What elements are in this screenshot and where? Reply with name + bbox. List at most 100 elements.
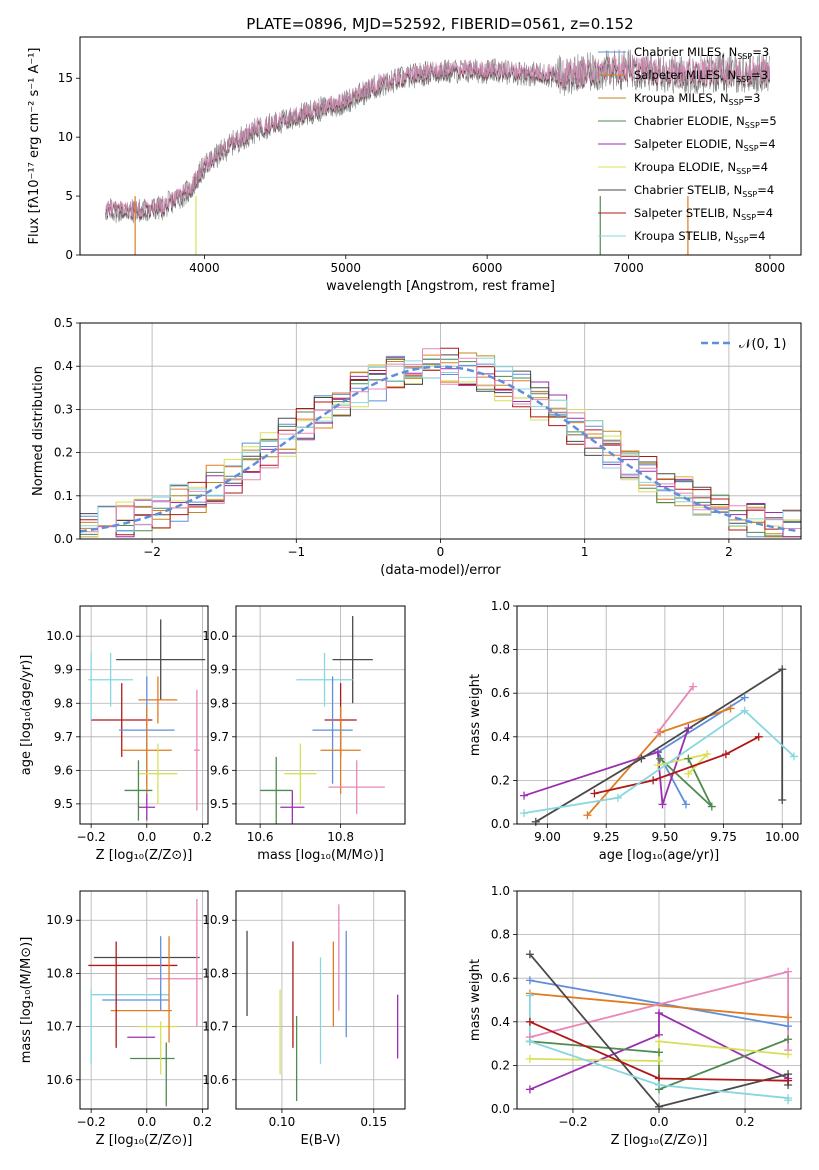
axes-frame	[79, 890, 209, 1110]
x-tick-label: 10.00	[765, 830, 799, 844]
y-tick-label: 0.0	[491, 817, 510, 831]
plot-area	[88, 619, 206, 821]
weight-marker	[525, 1085, 534, 1094]
x-tick-label: 5000	[331, 261, 362, 275]
y-tick-label: 9.5	[54, 797, 73, 811]
weight-series-line	[659, 757, 713, 808]
legend-label: Kroupa STELIB, NSSP=4	[634, 229, 765, 245]
y-tick-label: 0.5	[54, 316, 73, 330]
weight-marker	[784, 1013, 793, 1022]
x-tick-label: 0.15	[360, 1115, 387, 1129]
weight-marker	[653, 748, 662, 757]
y-tick-label: 0.2	[491, 1058, 510, 1072]
weight-marker	[784, 1022, 793, 1031]
legend-label: Chabrier MILES, NSSP=3	[634, 45, 769, 61]
weight-marker	[520, 791, 529, 800]
plot-area	[80, 347, 801, 538]
weight-marker	[525, 976, 534, 985]
panel-residuals: −2 −1 0 1 2 0.0 0.1 0.2 0.3 0.4 0.5 (data-model)/er…	[31, 316, 802, 578]
weight-marker	[789, 752, 798, 761]
weight-series-line	[529, 1038, 789, 1091]
x-tick-label: 9.00	[534, 830, 561, 844]
x-tick-label: 0.2	[193, 1115, 212, 1129]
legend-label: Chabrier STELIB, NSSP=4	[634, 183, 774, 199]
axes-frame	[79, 605, 209, 825]
y-tick-label: 9.7	[54, 730, 73, 744]
legend-label: Salpeter STELIB, NSSP=4	[634, 206, 773, 222]
legend: Chabrier MILES, NSSP=3 Salpeter MILES, NS…	[598, 45, 777, 245]
normal-reference-curve	[80, 365, 799, 533]
panel-mass_vs_EBV: 0.10 0.15 10.6 10.7 10.8 10.9 E(B-V)	[202, 890, 406, 1148]
plot-area	[260, 616, 385, 824]
y-tick-label: 15	[58, 71, 73, 85]
x-axis-label: Z [log₁₀(Z/Z⊙)]	[611, 1133, 708, 1148]
y-tick-label: 10.7	[46, 1020, 73, 1034]
y-tick-label: 10.8	[46, 966, 73, 980]
weight-marker	[784, 1035, 793, 1044]
y-tick-label: 9.5	[210, 797, 229, 811]
x-tick-label: 0.0	[137, 1115, 156, 1129]
y-tick-label: 5	[65, 189, 73, 203]
weight-marker	[721, 750, 730, 759]
x-tick-label: 1	[581, 545, 589, 559]
y-tick-label: 0.3	[54, 402, 73, 416]
weight-marker	[520, 809, 529, 818]
y-tick-label: 0	[65, 248, 73, 262]
y-axis-label: age [log₁₀(age/yr)]	[19, 655, 34, 776]
legend-label: Salpeter MILES, NSSP=3	[634, 68, 768, 84]
x-tick-label: −0.2	[77, 830, 106, 844]
x-tick-label: −1	[287, 545, 305, 559]
weight-series-line	[594, 736, 760, 795]
panel-spectrum: 4000 5000 6000 7000 8000 0 5 10 15 wavelength [An…	[27, 36, 802, 294]
y-tick-label: 9.6	[54, 763, 73, 777]
y-axis-label: mass [log₁₀(M/M⊙)]	[19, 937, 34, 1064]
axes-frame	[516, 890, 802, 1110]
x-tick-label: 7000	[613, 261, 644, 275]
x-axis-label: Z [log₁₀(Z/Z⊙)]	[96, 1133, 193, 1148]
weight-marker	[684, 769, 693, 778]
x-tick-label: 0.10	[269, 1115, 296, 1129]
weight-marker	[778, 796, 787, 805]
panel-age_vs_mass: 10.6 10.8 9.5 9.6 9.7 9.8 9.9 10.0 mass [log₁₀(M…	[202, 605, 406, 863]
y-tick-label: 0.4	[491, 730, 510, 744]
y-tick-label: 10.0	[46, 629, 73, 643]
y-tick-label: 9.9	[210, 663, 229, 677]
weight-marker	[681, 800, 690, 809]
x-tick-label: 6000	[472, 261, 503, 275]
x-tick-label: −2	[143, 545, 161, 559]
y-tick-label: 10.0	[202, 629, 229, 643]
y-axis-label: Normed distribution	[31, 366, 46, 496]
y-tick-label: 10.7	[202, 1020, 229, 1034]
weight-marker	[726, 704, 735, 713]
axes-frame	[235, 890, 406, 1110]
y-tick-label: 0.0	[54, 532, 73, 546]
weight-marker	[703, 750, 712, 759]
legend-label: 𝒩(0, 1)	[739, 337, 786, 352]
y-axis-label: mass weight	[468, 674, 483, 756]
x-tick-label: 0	[437, 545, 445, 559]
x-axis-label: (data-model)/error	[380, 563, 501, 578]
weight-marker	[655, 1057, 663, 1066]
legend-label: Chabrier ELODIE, NSSP=5	[634, 114, 777, 130]
y-tick-label: 1.0	[491, 599, 510, 613]
x-tick-label: 4000	[189, 261, 220, 275]
weight-marker	[658, 800, 667, 809]
x-axis-label: E(B-V)	[300, 1133, 340, 1148]
x-tick-label: −0.2	[77, 1115, 106, 1129]
panel-mass_vs_Z: −0.2 0.0 0.2 10.6 10.7 10.8 10.9 Z [log₁₀(Z/Z⊙)…	[19, 890, 212, 1148]
plot-area	[246, 904, 399, 1102]
weight-marker	[525, 950, 534, 959]
weight-marker	[707, 802, 716, 811]
y-tick-label: 0.2	[491, 773, 510, 787]
weight-marker	[613, 793, 622, 802]
x-tick-label: 10.8	[327, 830, 354, 844]
spectrum-line	[105, 54, 770, 218]
weight-marker	[655, 1081, 663, 1090]
y-tick-label: 9.8	[54, 696, 73, 710]
weight-marker	[583, 811, 592, 820]
x-tick-label: 0.2	[193, 830, 212, 844]
weight-series-line	[529, 979, 789, 1028]
y-axis-label: mass weight	[468, 959, 483, 1041]
y-tick-label: 9.6	[210, 763, 229, 777]
